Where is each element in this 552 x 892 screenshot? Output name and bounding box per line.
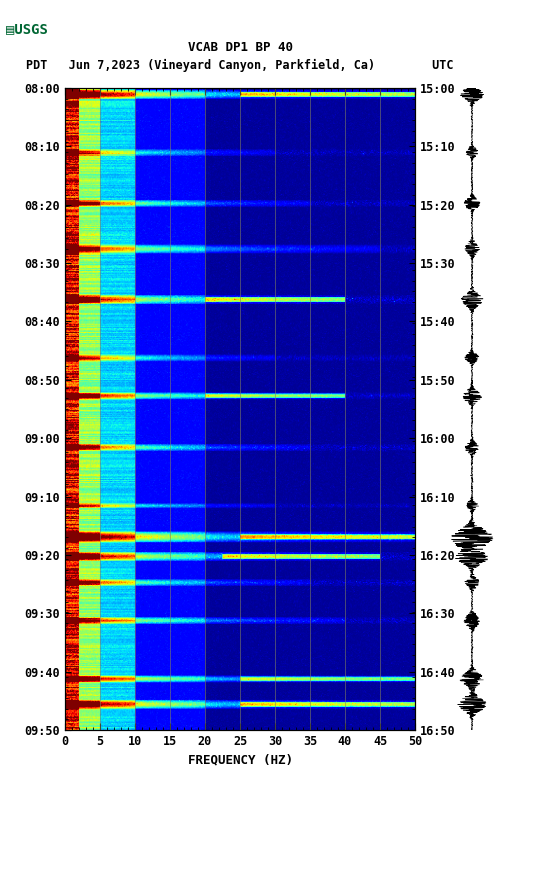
Text: VCAB DP1 BP 40: VCAB DP1 BP 40 [188, 41, 293, 54]
X-axis label: FREQUENCY (HZ): FREQUENCY (HZ) [188, 754, 293, 766]
Text: ▤USGS: ▤USGS [6, 22, 47, 37]
Text: PDT   Jun 7,2023 (Vineyard Canyon, Parkfield, Ca)        UTC: PDT Jun 7,2023 (Vineyard Canyon, Parkfie… [26, 59, 454, 72]
